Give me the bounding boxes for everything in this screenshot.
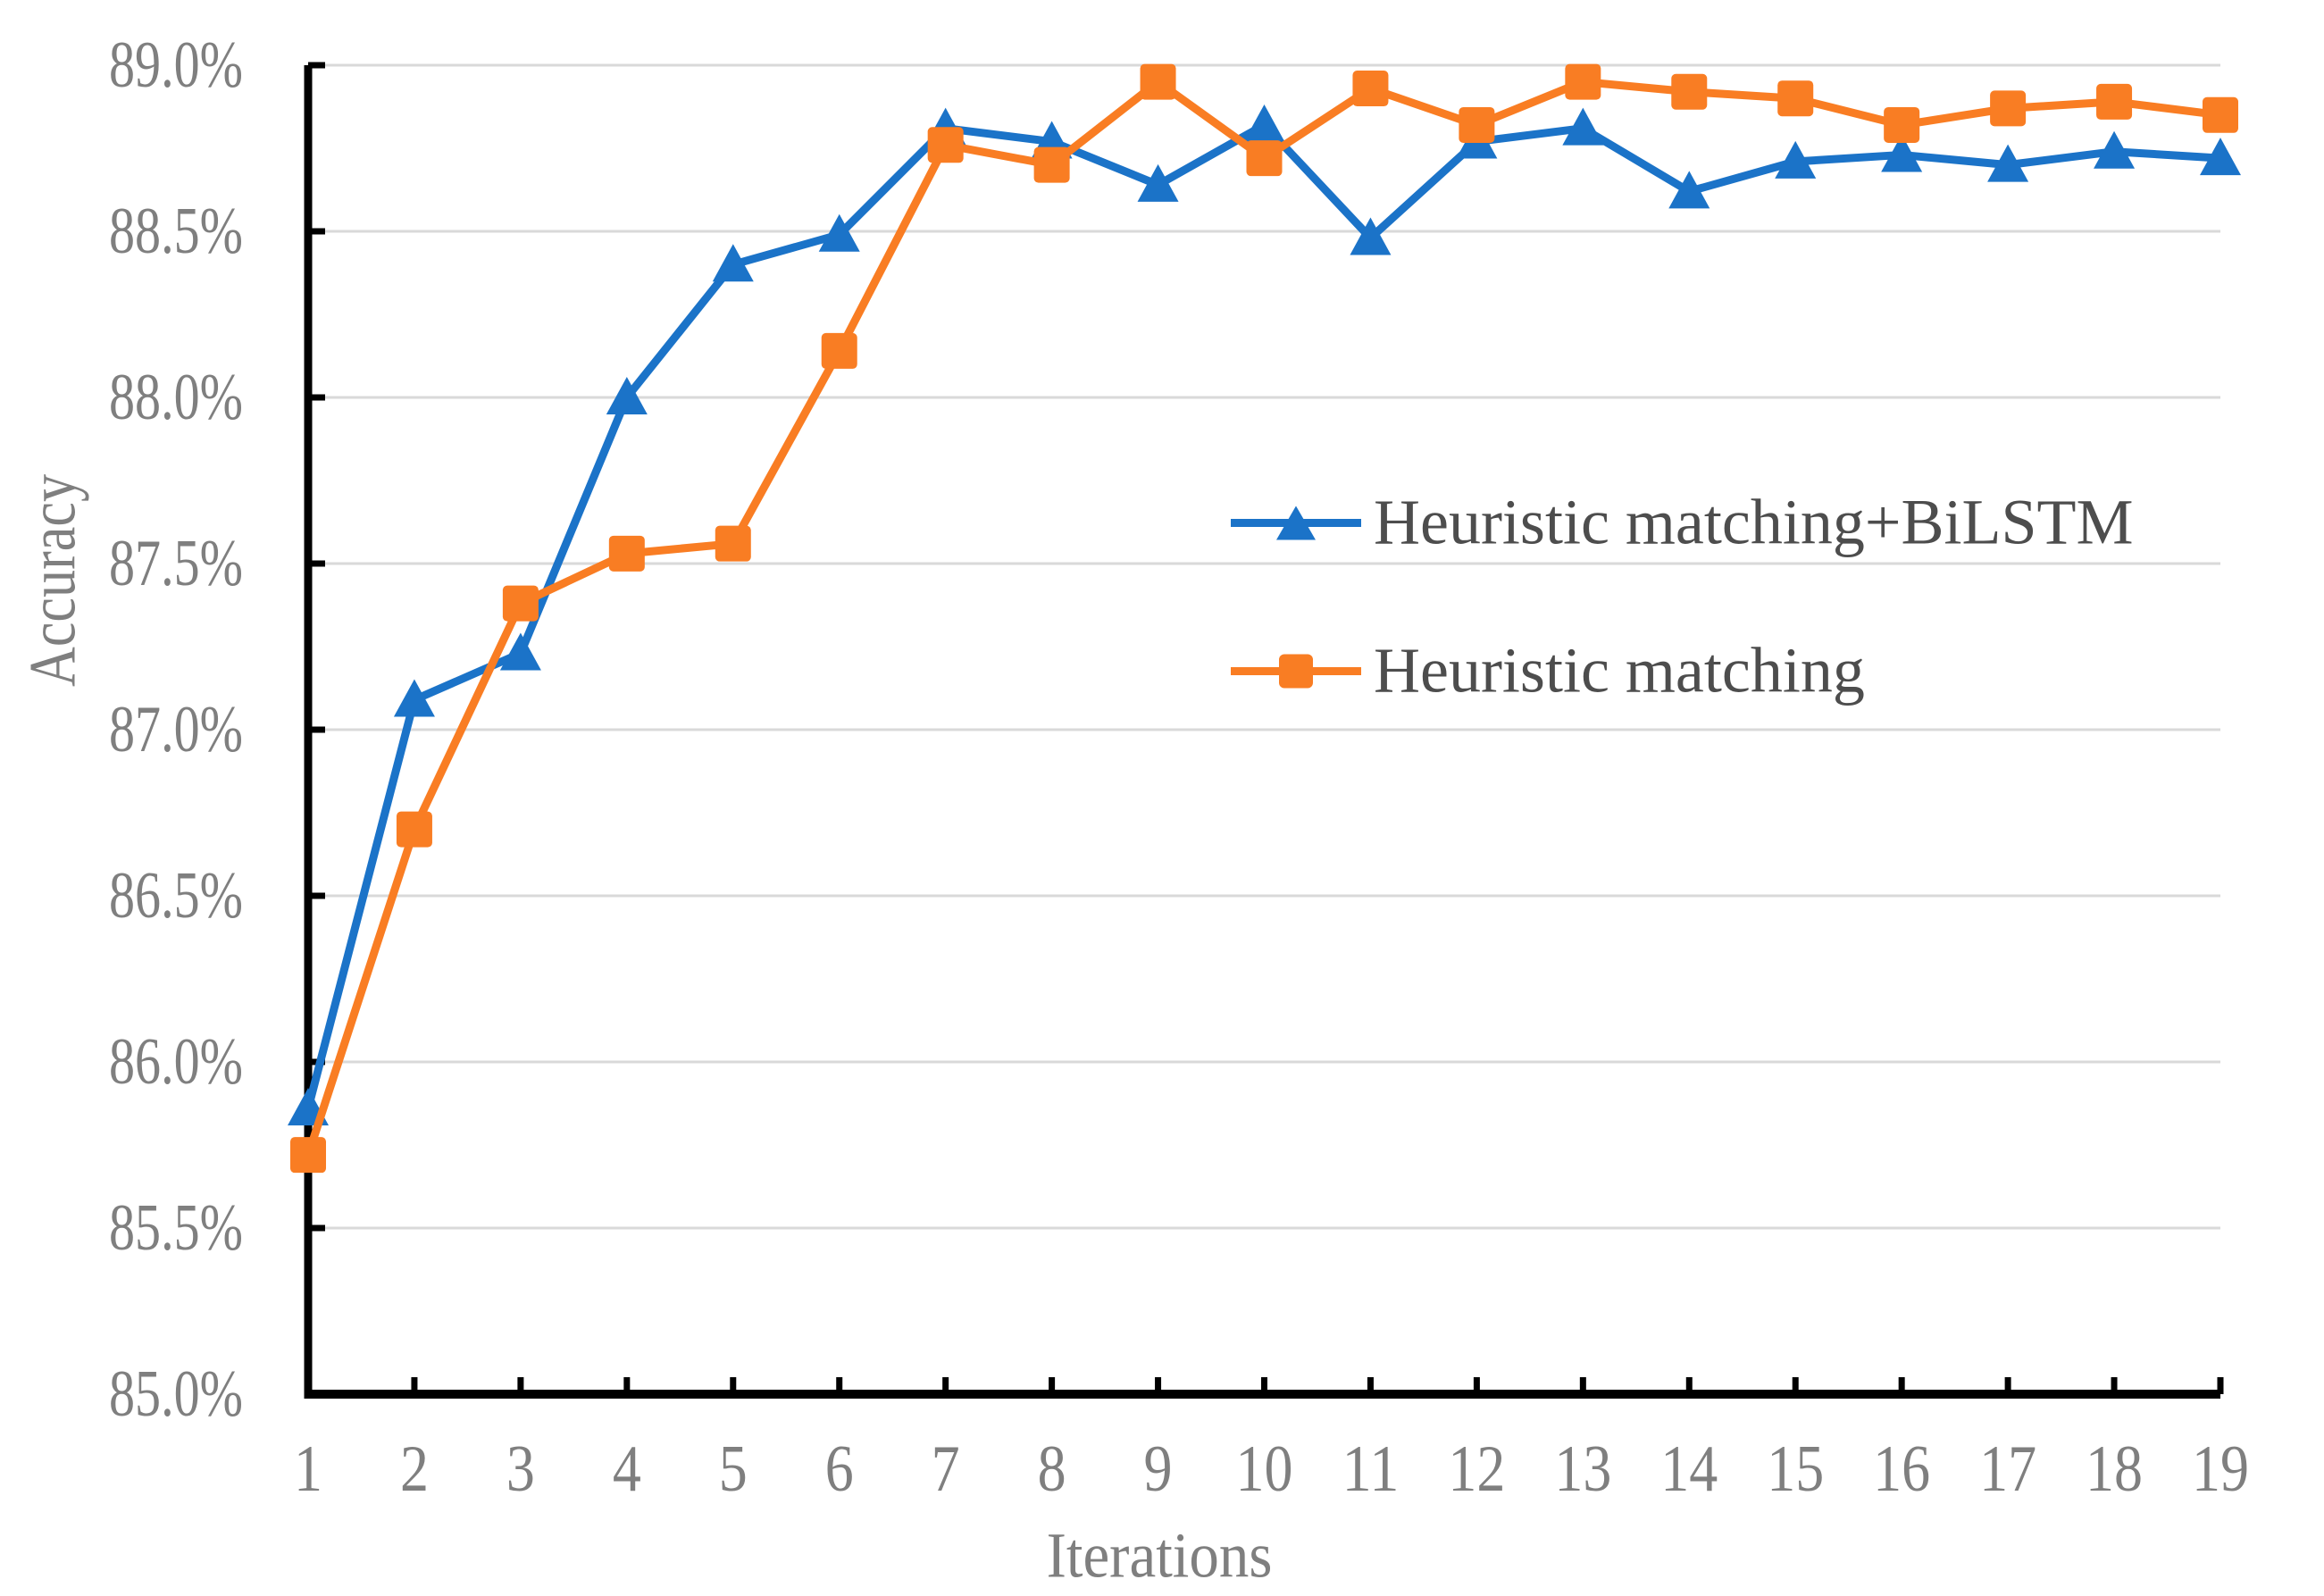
y-tick-label: 86.0%: [109, 1025, 243, 1099]
data-point-triangle: [1137, 163, 1179, 202]
x-tick-label: 17: [1979, 1433, 2036, 1506]
data-point-triangle: [2200, 138, 2241, 176]
legend-swatch: [1231, 650, 1361, 691]
x-tick-label: 13: [1554, 1433, 1611, 1506]
square-marker-icon: [1279, 654, 1313, 688]
x-tick-label: 2: [400, 1433, 429, 1506]
y-tick-label: 89.0%: [109, 29, 243, 102]
x-tick-label: 8: [1038, 1433, 1066, 1506]
data-point-square: [1246, 140, 1283, 177]
data-point-square: [821, 332, 857, 369]
data-point-square: [1140, 63, 1176, 100]
x-tick-label: 3: [506, 1433, 535, 1506]
x-tick-label: 11: [1342, 1433, 1399, 1506]
x-tick-label: 1: [294, 1433, 322, 1506]
series-line-1: [304, 78, 2225, 1159]
data-point-triangle: [393, 679, 435, 717]
data-point-square: [1033, 146, 1070, 183]
data-point-square: [608, 535, 645, 572]
y-tick-label: 87.5%: [109, 527, 243, 600]
data-point-square: [1459, 106, 1495, 143]
data-point-square: [927, 127, 964, 163]
data-point-triangle: [1350, 217, 1392, 255]
data-point-square: [502, 585, 539, 622]
data-point-triangle: [499, 632, 541, 671]
y-tick-label: 88.0%: [109, 361, 243, 434]
y-axis-title: Accuracy: [16, 473, 90, 688]
x-tick-label: 9: [1144, 1433, 1173, 1506]
data-point-square: [1565, 63, 1601, 100]
legend-label: Heuristic matching+BiLSTM: [1374, 486, 2134, 558]
y-tick-label: 88.5%: [109, 195, 243, 268]
data-point-triangle: [1243, 104, 1285, 142]
data-point-square: [1777, 80, 1814, 117]
y-tick-label: 85.5%: [109, 1191, 243, 1265]
x-axis-title: Iterations: [1046, 1519, 1273, 1592]
data-point-square: [1884, 106, 1920, 143]
data-point-square: [1671, 73, 1708, 110]
x-tick-label: 7: [932, 1433, 960, 1506]
legend-swatch: [1231, 502, 1361, 543]
data-point-square: [1352, 71, 1389, 107]
data-point-square: [2096, 83, 2133, 120]
x-tick-label: 19: [2192, 1433, 2249, 1506]
legend-label: Heuristic matching: [1374, 634, 1865, 706]
x-tick-label: 10: [1236, 1433, 1293, 1506]
data-point-triangle: [818, 213, 860, 252]
series-line-0: [304, 121, 2225, 1113]
data-point-square: [2203, 96, 2238, 133]
data-point-square: [1990, 90, 2027, 127]
data-point-triangle: [1775, 140, 1817, 179]
data-point-triangle: [1562, 107, 1604, 146]
triangle-marker-icon: [1276, 506, 1316, 539]
data-point-triangle: [2094, 130, 2136, 169]
data-point-triangle: [606, 377, 648, 414]
x-tick-label: 5: [719, 1433, 748, 1506]
x-tick-label: 4: [613, 1433, 641, 1506]
data-point-triangle: [1881, 134, 1923, 172]
y-tick-label: 87.0%: [109, 693, 243, 766]
x-tick-label: 18: [2086, 1433, 2143, 1506]
x-tick-label: 16: [1873, 1433, 1930, 1506]
data-point-triangle: [1668, 171, 1710, 209]
x-tick-label: 15: [1767, 1433, 1824, 1506]
data-point-triangle: [712, 244, 754, 282]
y-tick-label: 86.5%: [109, 859, 243, 932]
x-tick-label: 6: [825, 1433, 854, 1506]
y-tick-label: 85.0%: [109, 1358, 243, 1431]
data-point-triangle: [1987, 144, 2029, 182]
data-point-square: [396, 811, 432, 848]
x-tick-label: 12: [1448, 1433, 1505, 1506]
legend-item: Heuristic matching: [1231, 634, 1865, 708]
x-tick-label: 14: [1660, 1433, 1718, 1506]
legend-item: Heuristic matching+BiLSTM: [1231, 486, 2134, 560]
data-point-square: [290, 1137, 326, 1174]
data-point-square: [715, 525, 751, 562]
